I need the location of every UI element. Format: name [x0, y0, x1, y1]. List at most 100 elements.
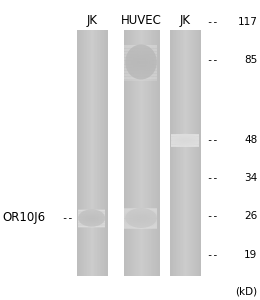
Bar [85, 224, 86, 225]
Bar [150, 220, 151, 221]
Bar [84, 216, 85, 217]
Bar [139, 218, 140, 219]
Bar [148, 54, 149, 55]
Bar [154, 225, 155, 226]
Bar [98, 223, 99, 224]
Bar [175, 137, 176, 138]
Bar [147, 210, 148, 211]
Bar [88, 219, 89, 220]
Bar [89, 213, 90, 214]
Bar [131, 218, 132, 219]
Bar [83, 219, 84, 220]
Bar [187, 138, 188, 139]
Bar [147, 44, 148, 46]
Bar [187, 141, 188, 142]
Bar [126, 56, 127, 57]
Bar [150, 75, 151, 76]
Bar [181, 142, 182, 143]
Bar [187, 139, 188, 140]
Bar [98, 225, 99, 226]
Bar [139, 212, 140, 213]
Bar [193, 140, 194, 141]
Bar [125, 219, 126, 220]
Bar [143, 217, 144, 218]
Bar [142, 67, 143, 68]
Bar [142, 47, 143, 49]
Bar [97, 224, 98, 225]
Bar [91, 219, 92, 220]
Bar [77, 210, 78, 211]
Bar [175, 30, 176, 276]
Bar [130, 211, 131, 212]
Bar [87, 211, 88, 212]
Bar [156, 216, 157, 217]
Bar [181, 141, 182, 142]
Bar [92, 224, 93, 225]
Bar [152, 70, 153, 71]
Bar [95, 224, 96, 225]
Bar [101, 212, 102, 213]
Bar [191, 142, 192, 143]
Bar [141, 223, 142, 224]
Bar [146, 225, 147, 226]
Bar [147, 75, 148, 76]
Bar [130, 221, 131, 222]
Bar [138, 64, 139, 65]
Bar [180, 144, 181, 145]
Bar [148, 44, 149, 46]
Bar [102, 213, 103, 214]
Bar [127, 53, 128, 54]
Bar [81, 223, 82, 224]
Bar [146, 222, 147, 223]
Bar [136, 49, 138, 50]
Bar [151, 222, 152, 223]
Bar [142, 76, 143, 77]
Bar [154, 74, 155, 75]
Bar [139, 61, 140, 62]
Bar [193, 143, 194, 144]
Bar [126, 226, 127, 227]
Bar [94, 221, 95, 222]
Bar [152, 74, 153, 75]
Bar [134, 59, 135, 60]
Bar [125, 224, 126, 225]
Bar [125, 62, 126, 63]
Bar [136, 222, 138, 223]
Bar [91, 223, 92, 224]
Bar [197, 137, 198, 138]
Bar [154, 222, 155, 223]
Bar [131, 63, 132, 64]
Bar [88, 225, 89, 226]
Bar [193, 144, 194, 145]
Bar [139, 68, 140, 69]
Bar [134, 219, 135, 220]
Bar [86, 30, 87, 276]
Bar [133, 69, 134, 70]
Bar [136, 79, 138, 80]
Bar [138, 70, 139, 71]
Bar [191, 142, 192, 143]
Bar [142, 220, 143, 221]
Bar [197, 145, 198, 146]
Bar [88, 224, 89, 225]
Bar [128, 223, 129, 224]
Bar [133, 212, 134, 213]
Bar [94, 226, 95, 227]
Bar [130, 226, 131, 228]
Bar [78, 225, 79, 226]
Bar [154, 218, 155, 220]
Bar [104, 223, 105, 224]
Bar [78, 210, 79, 211]
Bar [97, 210, 98, 211]
Bar [171, 144, 172, 145]
Bar [154, 55, 155, 56]
Bar [128, 216, 129, 217]
Bar [172, 140, 173, 141]
Bar [138, 55, 139, 56]
Bar [145, 56, 146, 57]
Bar [100, 215, 101, 217]
Bar [144, 210, 145, 211]
Bar [92, 218, 93, 219]
Bar [78, 223, 79, 224]
Bar [198, 142, 199, 143]
